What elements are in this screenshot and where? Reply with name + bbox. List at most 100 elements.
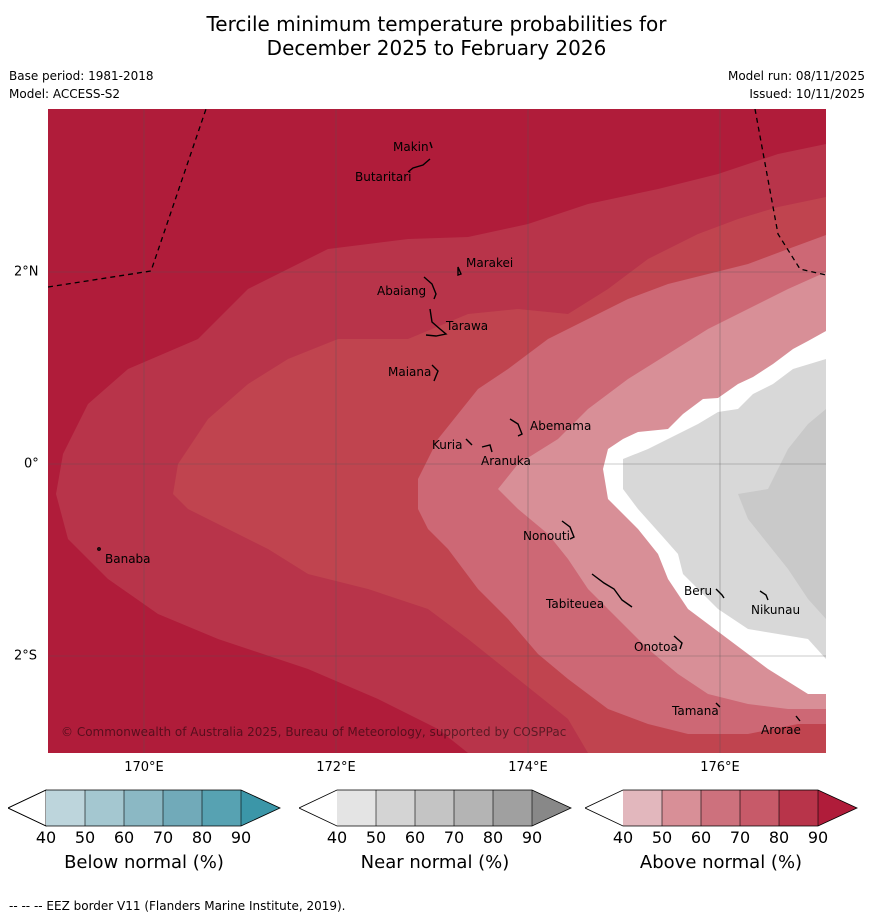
colorbar-above-seg-70	[740, 790, 779, 826]
base-period: Base period: 1981-2018	[9, 69, 154, 83]
island-kuria-shape	[465, 438, 473, 446]
lat-tick-2s: 2°S	[14, 648, 38, 664]
colorbar-below-tick-90: 90	[230, 828, 252, 847]
island-shapes	[97, 141, 801, 722]
map-title: Tercile minimum temperature probabilitie…	[0, 12, 873, 60]
island-marakei-shape	[457, 266, 462, 276]
label-aranuka: Aranuka	[481, 454, 531, 468]
colorbar-above-seg-50	[662, 790, 701, 826]
colorbar-below	[8, 789, 281, 827]
lon-tick-174: 174°E	[508, 760, 548, 775]
label-tabiteuea: Tabiteuea	[545, 597, 604, 611]
island-tarawa-shape	[425, 308, 448, 337]
eez-border-west	[48, 109, 207, 288]
colorbar-near-tick-90: 90	[521, 828, 543, 847]
meta-right: Model run: 08/11/2025 Issued: 10/11/2025	[728, 67, 865, 103]
colorbar-above-max-arrow	[818, 790, 857, 826]
colorbar-above-seg-80	[779, 790, 818, 826]
colorbar-near-tick-70: 70	[443, 828, 465, 847]
colorbar-near-outline	[299, 789, 572, 827]
colorbar-above-min-arrow	[585, 790, 623, 826]
colorbar-above-outline	[585, 789, 858, 827]
lat-tick-2n: 2°N	[14, 264, 39, 280]
island-tabiteuea-shape	[591, 573, 633, 608]
model-name: Model: ACCESS-S2	[9, 87, 121, 101]
colorbar-below-tick-60: 60	[113, 828, 135, 847]
colorbar-below-seg-60	[124, 790, 163, 826]
colorbar-near-max-arrow	[532, 790, 571, 826]
colorbar-below-tick-70: 70	[152, 828, 174, 847]
colorbar-above-tick-60: 60	[690, 828, 712, 847]
colorbar-near-seg-60	[415, 790, 454, 826]
lon-tick-176: 176°E	[700, 760, 740, 775]
island-abemama-shape	[509, 418, 523, 437]
island-makin-shape	[429, 141, 433, 149]
colorbar-above-seg-60	[701, 790, 740, 826]
label-beru: Beru	[684, 584, 712, 598]
colorbar-below-outline	[8, 789, 281, 827]
colorbar-above-tick-80: 80	[768, 828, 790, 847]
colorbar-below-tick-40: 40	[35, 828, 57, 847]
title-line-1: Tercile minimum temperature probabilitie…	[206, 12, 667, 36]
island-aranuka-shape	[481, 444, 493, 453]
colorbar-above-tick-70: 70	[729, 828, 751, 847]
probability-map: Makin Butaritari Marakei Abaiang Tarawa …	[48, 109, 826, 753]
island-maiana-shape	[431, 364, 439, 382]
colorbar-near	[299, 789, 572, 827]
zone-near-50	[738, 409, 826, 619]
label-marakei: Marakei	[466, 256, 513, 270]
issued-date: Issued: 10/11/2025	[749, 87, 865, 101]
label-tarawa: Tarawa	[445, 319, 488, 333]
colorbar-below-seg-80	[202, 790, 241, 826]
label-makin: Makin	[393, 140, 429, 154]
colorbar-above	[585, 789, 858, 827]
label-maiana: Maiana	[388, 365, 431, 379]
label-nonouti: Nonouti	[523, 529, 570, 543]
island-butaritari-shape	[407, 158, 431, 173]
gridlines	[48, 109, 826, 753]
label-abaiang: Abaiang	[377, 284, 426, 298]
colorbar-above-label: Above normal (%)	[639, 852, 803, 873]
island-onotoa-shape	[673, 635, 683, 650]
island-beru-shape	[715, 588, 725, 599]
colorbar-below-tick-50: 50	[74, 828, 96, 847]
label-abemama: Abemama	[530, 419, 591, 433]
eez-border-east	[754, 109, 826, 276]
colorbar-near-dividers	[375, 790, 533, 826]
island-labels: Makin Butaritari Marakei Abaiang Tarawa …	[105, 140, 801, 737]
colorbar-below-seg-70	[163, 790, 202, 826]
label-butaritari: Butaritari	[355, 170, 412, 184]
colorbar-near-seg-70	[454, 790, 493, 826]
colorbar-below-seg-40	[46, 790, 85, 826]
colorbar-near-tick-40: 40	[326, 828, 348, 847]
meta-left: Base period: 1981-2018 Model: ACCESS-S2	[9, 67, 154, 103]
island-tamana-shape	[715, 702, 721, 708]
eez-borders	[48, 109, 826, 288]
label-banaba: Banaba	[105, 552, 151, 566]
eez-footer-note: -- -- -- EEZ border V11 (Flanders Marine…	[9, 899, 346, 913]
colorbar-below-tick-80: 80	[191, 828, 213, 847]
label-tamana: Tamana	[671, 704, 719, 718]
colorbar-near-tick-60: 60	[404, 828, 426, 847]
lat-tick-0: 0°	[24, 456, 39, 472]
copyright-notice: © Commonwealth of Australia 2025, Bureau…	[61, 725, 566, 739]
label-kuria: Kuria	[432, 438, 463, 452]
colorbar-below-label: Below normal (%)	[64, 852, 224, 873]
colorbar-above-dividers	[661, 790, 819, 826]
colorbar-near-seg-50	[376, 790, 415, 826]
colorbar-near-label: Near normal (%)	[360, 852, 510, 873]
colorbar-near-tick-80: 80	[482, 828, 504, 847]
island-nonouti-shape	[561, 520, 575, 540]
colorbar-below-max-arrow	[241, 790, 280, 826]
label-nikunau: Nikunau	[751, 603, 800, 617]
island-abaiang-shape	[423, 276, 437, 300]
colorbar-near-seg-40	[337, 790, 376, 826]
island-banaba-shape	[97, 547, 101, 551]
colorbar-above-seg-40	[623, 790, 662, 826]
colorbar-near-seg-80	[493, 790, 532, 826]
zone-near-40	[623, 359, 826, 659]
colorbar-below-seg-50	[85, 790, 124, 826]
colorbar-near-tick-50: 50	[365, 828, 387, 847]
colorbar-below-dividers	[84, 790, 242, 826]
colorbar-above-tick-90: 90	[807, 828, 829, 847]
